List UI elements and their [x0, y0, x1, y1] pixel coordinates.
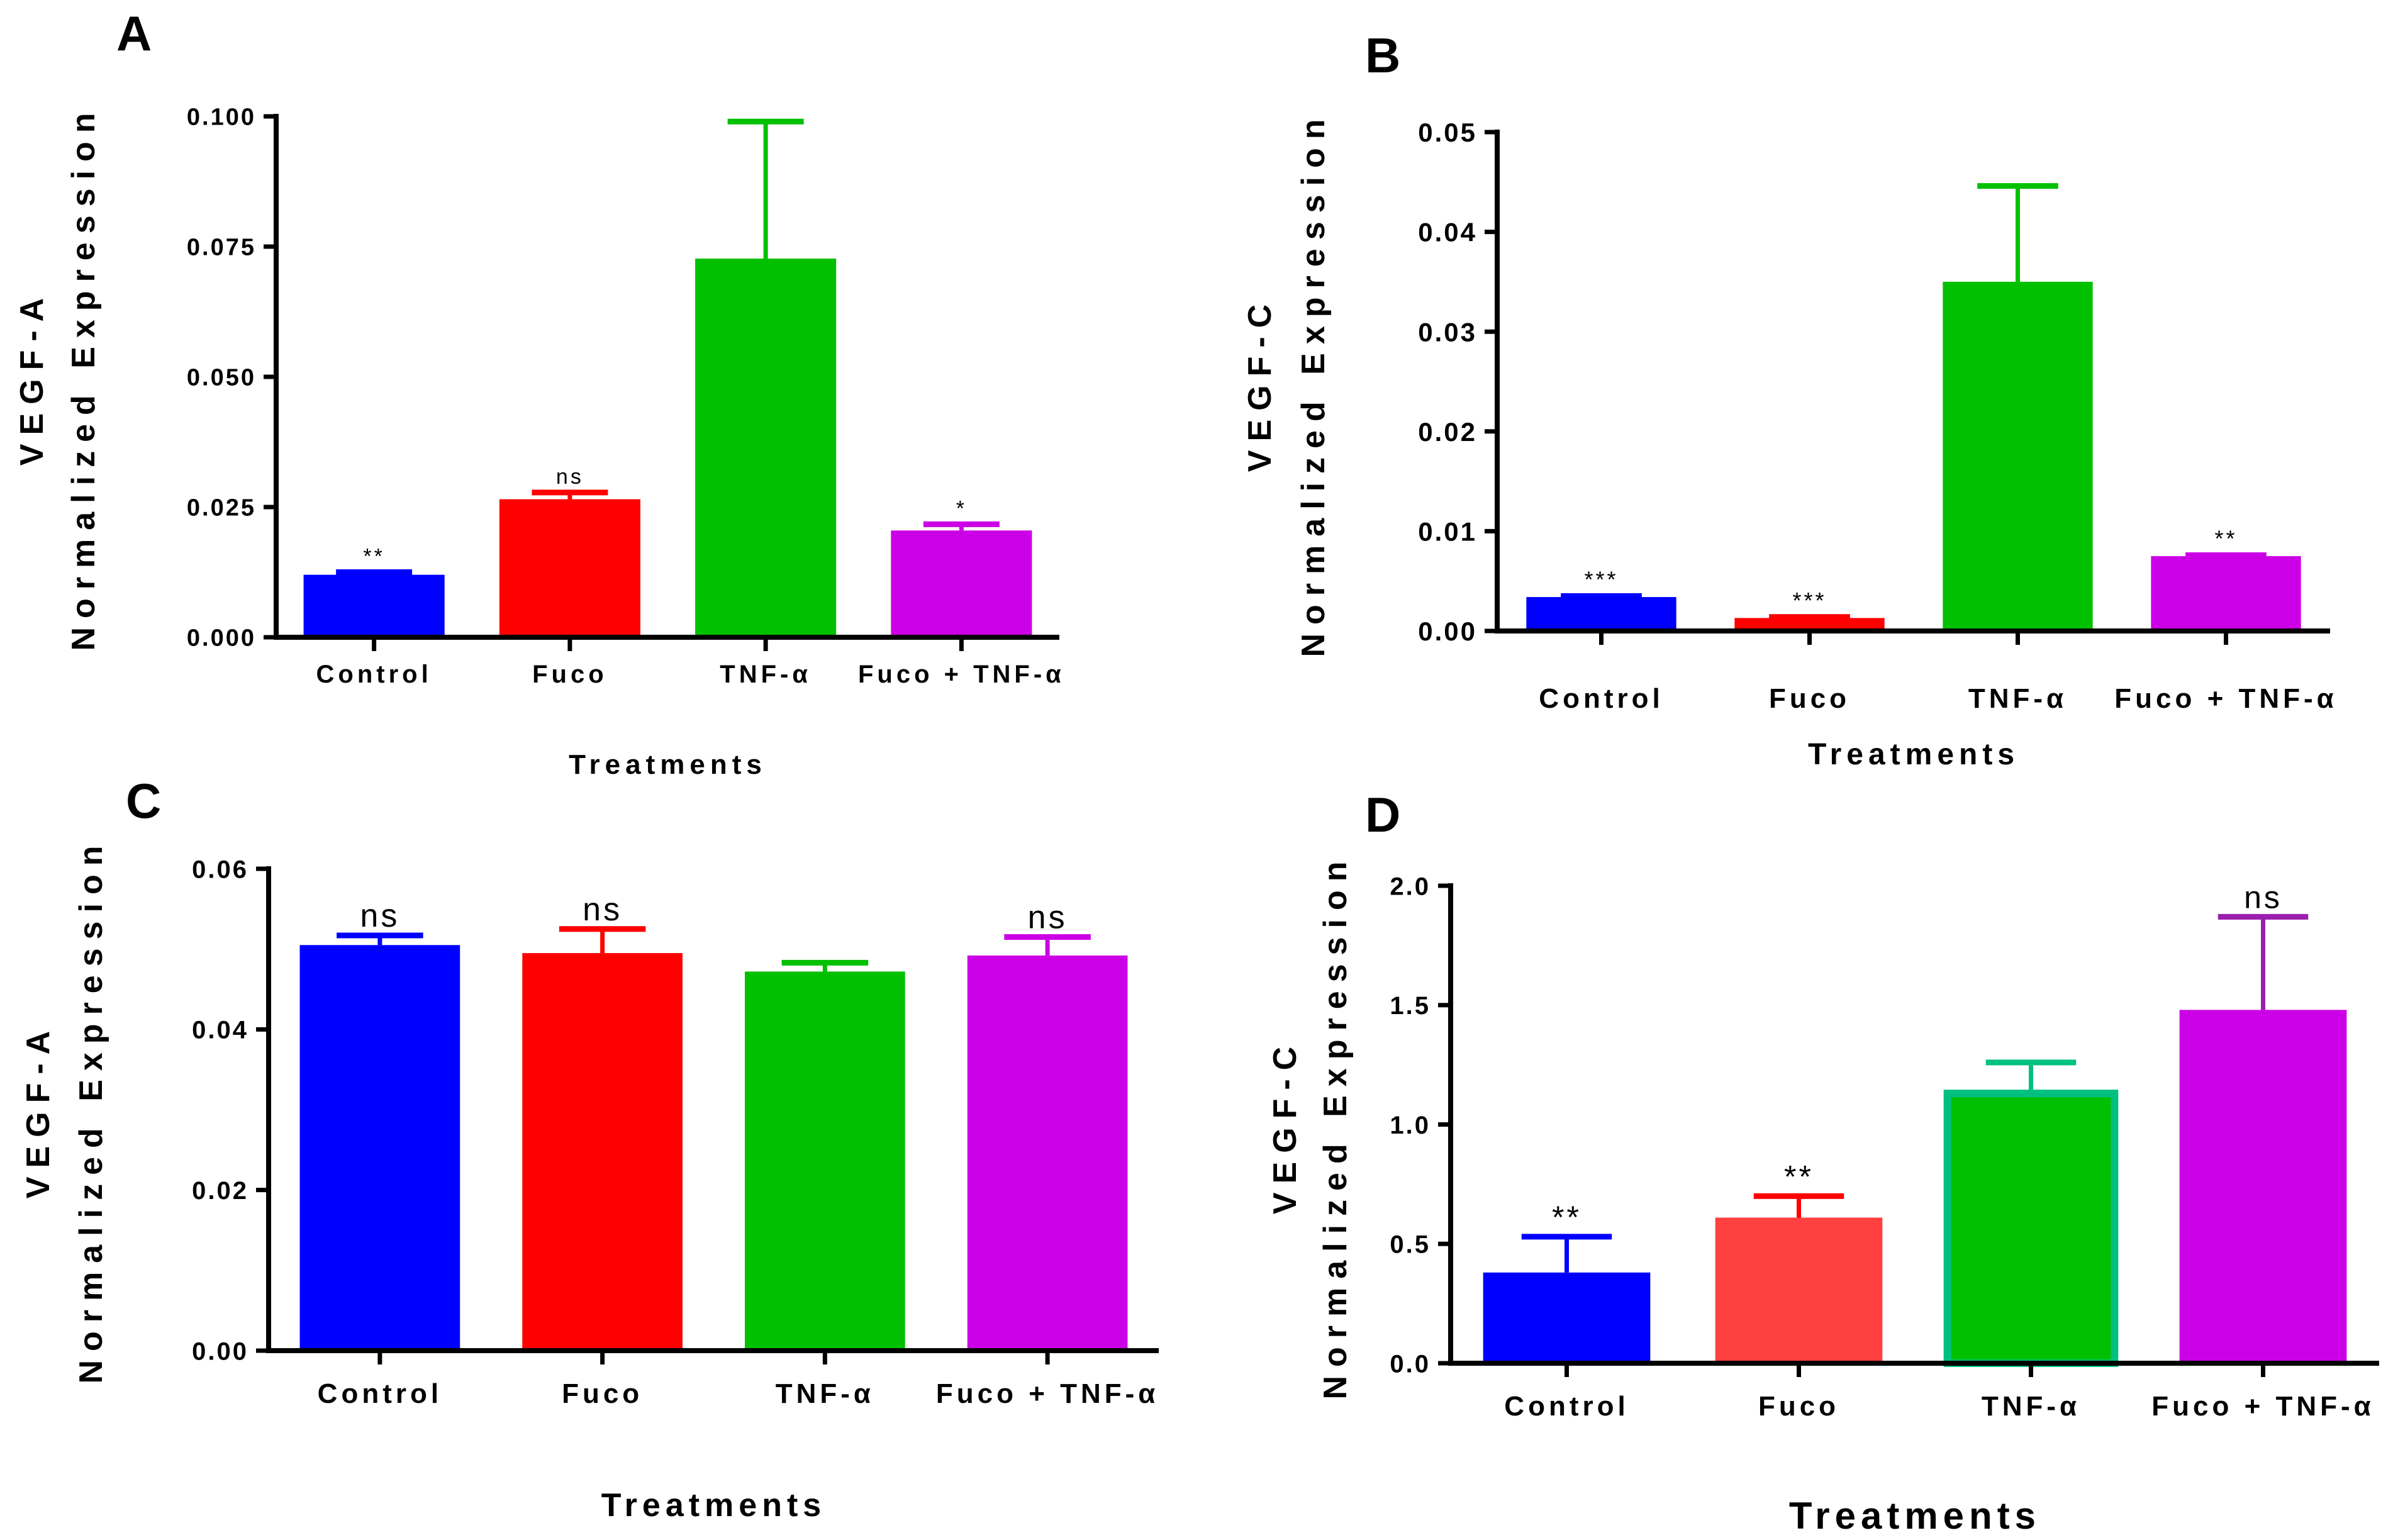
y-tick-label: 0.02	[192, 1177, 248, 1205]
significance-label: ns	[2244, 879, 2282, 915]
y-axis-title-line2: Normalized Expression	[1295, 110, 1332, 657]
bar-4	[2151, 556, 2301, 631]
significance-label: ns	[1028, 900, 1068, 936]
y-axis-title-line1: VEGF-C	[1267, 1038, 1303, 1214]
panel-b: B *** Control *** Fuco TNF-α ** Fuco + TNF-α 0.0…	[1242, 28, 2337, 771]
significance-label: ns	[583, 891, 622, 928]
y-tick-label: 0.04	[1418, 218, 1477, 247]
y-tick-label: 0.01	[1418, 517, 1477, 547]
significance-label: ***	[1792, 588, 1826, 613]
significance-label: **	[363, 545, 384, 569]
y-tick-label: 0.00	[192, 1337, 248, 1365]
bar-3	[1943, 1090, 2119, 1368]
y-tick-label: 0.5	[1390, 1231, 1431, 1259]
y-tick-label: 0.000	[187, 625, 256, 652]
y-tick-label: 0.03	[1418, 317, 1477, 347]
x-tick-label: TNF-α	[1968, 683, 2067, 714]
panel-label: A	[116, 6, 152, 61]
y-tick-label: 1.0	[1390, 1112, 1431, 1139]
bar-1	[303, 574, 445, 637]
x-axis-title: Treatments	[601, 1487, 826, 1524]
significance-label: ns	[556, 465, 584, 489]
bar-3	[695, 259, 837, 637]
bar-3	[745, 971, 905, 1351]
x-axis-title: Treatments	[1808, 738, 2019, 771]
bar-4	[967, 955, 1128, 1351]
significance-label: **	[1552, 1200, 1581, 1235]
bar-2	[1734, 618, 1885, 631]
x-tick-label: Control	[318, 1378, 442, 1409]
y-tick-label: 1.5	[1390, 992, 1431, 1020]
x-axis-title: Treatments	[1789, 1495, 2041, 1537]
y-tick-label: 0.0	[1390, 1350, 1431, 1378]
significance-label: **	[1784, 1159, 1814, 1194]
bar-1	[1483, 1272, 1651, 1363]
x-tick-label: Fuco + TNF-α	[936, 1378, 1159, 1409]
bar-4	[2179, 1010, 2347, 1363]
y-axis-title-line2: Normalized Expression	[1317, 852, 1354, 1399]
significance-label: *	[956, 496, 967, 520]
panel-label: D	[1365, 787, 1400, 842]
y-tick-label: 0.025	[187, 495, 256, 522]
panel-label: B	[1365, 28, 1400, 83]
y-axis-title-line1: VEGF-A	[14, 289, 50, 466]
bar-4	[891, 530, 1032, 637]
x-tick-label: TNF-α	[776, 1378, 874, 1409]
x-tick-label: TNF-α	[720, 661, 812, 688]
x-tick-label: Fuco	[562, 1378, 643, 1409]
panel-a: A ** Control ns Fuco TNF-α * Fuco + TNF-α 0.000 0…	[14, 6, 1065, 780]
x-tick-label: Fuco + TNF-α	[858, 661, 1065, 688]
y-tick-label: 0.100	[187, 104, 256, 131]
panel-label: C	[126, 773, 161, 829]
y-axis-title-line1: VEGF-C	[1242, 296, 1278, 472]
x-tick-label: Control	[1504, 1391, 1629, 1422]
bar-2	[499, 499, 640, 637]
y-tick-label: 0.050	[187, 365, 256, 391]
x-tick-label: Fuco + TNF-α	[2151, 1391, 2374, 1422]
y-tick-label: 2.0	[1390, 873, 1431, 900]
y-tick-label: 0.00	[1418, 617, 1477, 646]
x-tick-label: TNF-α	[1982, 1391, 2080, 1422]
panel-c: Cns Control ns Fuco TNF-α ns Fuco + TNF-α 0.00 0…	[20, 773, 1159, 1524]
significance-label: ***	[1584, 566, 1618, 592]
bar-2	[522, 953, 683, 1351]
x-tick-label: Control	[316, 661, 432, 688]
x-tick-label: Control	[1539, 683, 1663, 714]
significance-label: **	[2214, 525, 2237, 551]
x-tick-label: Fuco	[1758, 1391, 1839, 1422]
y-tick-label: 0.04	[192, 1017, 248, 1044]
y-tick-label: 0.06	[192, 856, 248, 883]
y-tick-label: 0.075	[187, 235, 256, 261]
bar-2	[1715, 1217, 1883, 1363]
bar-1	[1526, 597, 1676, 631]
x-tick-label: Fuco + TNF-α	[2114, 683, 2337, 714]
y-tick-label: 0.05	[1418, 118, 1477, 147]
bar-3	[1943, 281, 2093, 631]
significance-label: ns	[360, 898, 399, 934]
y-tick-label: 0.02	[1418, 417, 1477, 447]
x-tick-label: Fuco	[532, 661, 608, 688]
bar-1	[299, 945, 460, 1351]
panel-d: D ** Control ** Fuco TNF-α ns Fuco + TNF-α 0.0 0.…	[1267, 787, 2379, 1537]
y-axis-title-line2: Normalized Expression	[73, 837, 109, 1383]
y-axis-title-line1: VEGF-A	[20, 1022, 57, 1198]
x-tick-label: Fuco	[1769, 683, 1850, 714]
x-axis-title: Treatments	[569, 749, 767, 780]
y-axis-title-line2: Normalized Expression	[65, 104, 102, 650]
